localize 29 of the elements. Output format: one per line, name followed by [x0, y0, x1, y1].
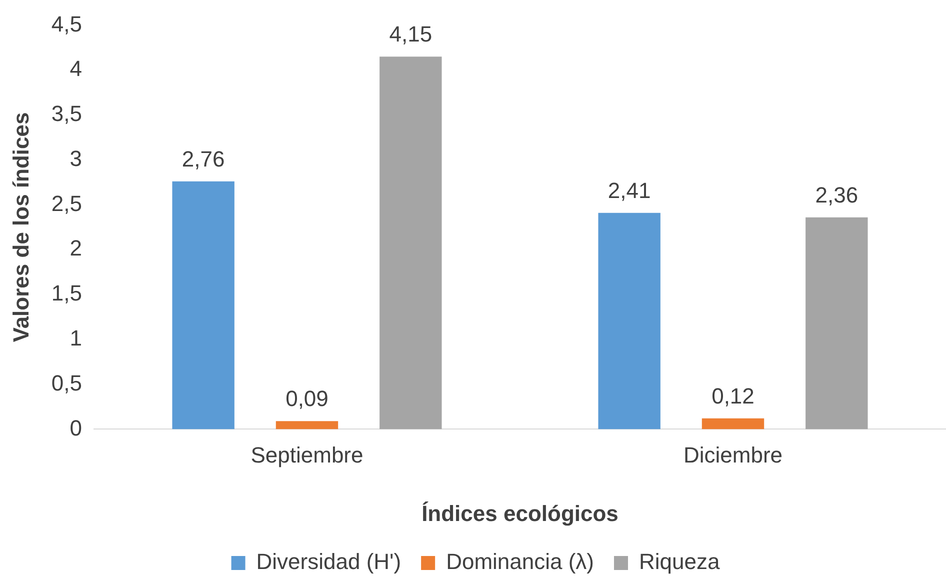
legend-label: Diversidad (H') [256, 549, 402, 574]
bar [806, 217, 868, 430]
y-tick-label: 2,5 [51, 190, 82, 216]
y-tick-label: 4,5 [51, 11, 82, 36]
bar [380, 56, 442, 430]
y-tick-label: 4 [70, 56, 82, 82]
y-axis-title: Valores de los índices [8, 112, 34, 342]
y-tick-label: 1 [70, 325, 82, 350]
bar [598, 212, 660, 430]
y-tick-label: 2 [70, 236, 82, 261]
data-label: 2,41 [608, 178, 651, 203]
data-label: 2,76 [182, 146, 225, 172]
data-label: 4,15 [389, 22, 432, 47]
y-tick-label: 3,5 [51, 101, 82, 126]
y-tick-label: 0,5 [51, 370, 82, 396]
bar [276, 421, 338, 430]
y-tick-label: 0 [70, 415, 82, 440]
legend-label: Dominancia (λ) [446, 549, 594, 574]
x-axis-title: Índices ecológicos [422, 500, 618, 526]
x-tick-label: Septiembre [250, 442, 364, 468]
legend-label: Riqueza [639, 549, 720, 574]
x-tick-label: Diciembre [683, 442, 783, 468]
data-label: 0,09 [286, 386, 328, 412]
data-label: 2,36 [815, 182, 858, 208]
y-tick-label: 1,5 [51, 280, 82, 306]
data-label: 0,12 [712, 383, 754, 408]
bar [702, 418, 764, 430]
y-tick-label: 3 [70, 146, 82, 171]
bar [172, 181, 234, 430]
